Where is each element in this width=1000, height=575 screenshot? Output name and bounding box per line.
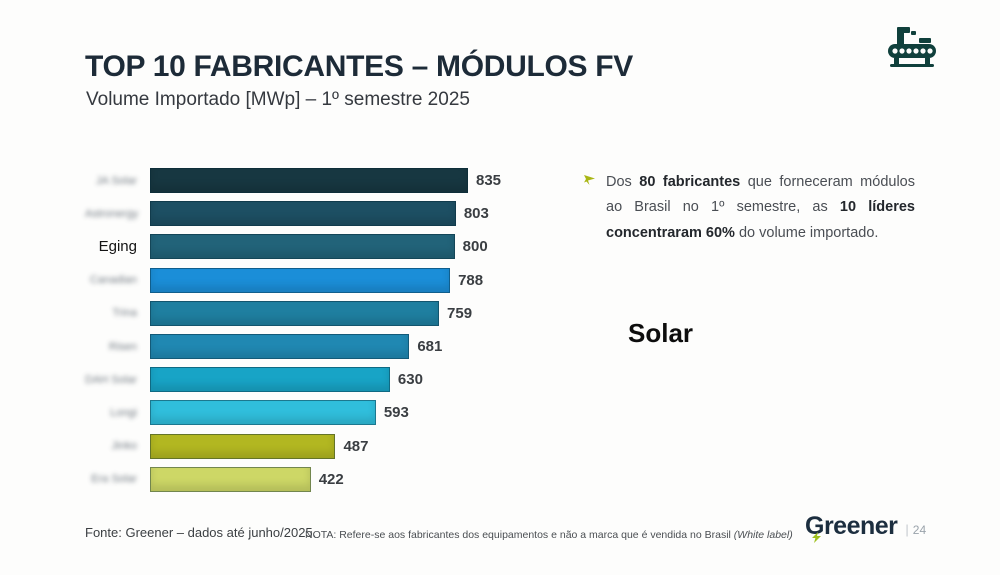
bar <box>150 234 455 260</box>
greener-logo: Greener | 24 <box>805 512 927 543</box>
bar <box>150 433 336 459</box>
bar-category-label: Jinko <box>111 440 137 453</box>
page-title: TOP 10 FABRICANTES – MÓDULOS FV <box>85 50 634 83</box>
bar-value-label: 593 <box>383 404 409 422</box>
bar <box>150 267 451 293</box>
bar-value-label: 800 <box>462 238 488 256</box>
bar-category-label: Longi <box>110 406 137 419</box>
bar <box>150 367 390 393</box>
source-text: Fonte: Greener – dados até junho/2025. <box>85 525 317 540</box>
chart-row: Longi 593 <box>85 396 665 429</box>
insight-text: Dos 80 fabricantes que forneceram módulo… <box>606 174 915 241</box>
bar-category-label: JA Solar <box>96 174 137 187</box>
bar-category-label: Trina <box>112 307 137 320</box>
logo-divider: | <box>905 522 909 537</box>
chart-row: Astronergy 803 <box>85 197 665 230</box>
bar <box>150 168 468 194</box>
bar-value-label: 835 <box>476 172 502 190</box>
chart-row: Eging 800 <box>85 230 665 263</box>
lightning-bolt-icon <box>812 521 821 550</box>
bar-category-label: DAH Solar <box>85 373 137 386</box>
bar-chart: JA Solar 835 Astronergy 803 Eging 800 Canadian… <box>85 164 665 496</box>
bar <box>150 334 410 360</box>
bar-value-label: 803 <box>463 205 489 223</box>
page-subtitle: Volume Importado [MWp] – 1º semestre 202… <box>86 89 470 110</box>
chart-row: Trina 759 <box>85 297 665 330</box>
bar-value-label: 422 <box>318 470 344 488</box>
bar <box>150 466 311 492</box>
insight-note: Dos 80 fabricantes que forneceram módulo… <box>583 170 915 246</box>
bar-category-label: Astronergy <box>85 207 139 220</box>
chart-row: Era Solar 422 <box>85 463 665 496</box>
chart-row: DAH Solar 630 <box>85 363 665 396</box>
bar-category-label: Risen <box>108 340 137 353</box>
bar <box>150 400 376 426</box>
bar-value-label: 759 <box>447 304 473 322</box>
chart-row: Canadian 788 <box>85 264 665 297</box>
bar-category-label: Canadian <box>89 274 137 287</box>
bar-value-label: 487 <box>343 437 369 455</box>
bar-chart-rows: JA Solar 835 Astronergy 803 Eging 800 Canadian… <box>85 164 665 496</box>
chart-row: Jinko 487 <box>85 430 665 463</box>
bar <box>150 201 456 227</box>
bar-value-label: 788 <box>458 271 484 289</box>
bar-value-label: 681 <box>417 338 443 356</box>
factory-conveyor-icon <box>884 22 940 73</box>
bar-category-label: Eging <box>98 238 137 256</box>
arrow-bullet-icon <box>583 173 596 246</box>
bar-value-label: 630 <box>397 371 423 389</box>
bar-category-label: Era Solar <box>91 473 137 486</box>
page-number: 24 <box>912 523 927 537</box>
watermark-text: Solar <box>628 318 694 348</box>
chart-row: Risen 681 <box>85 330 665 363</box>
chart-row: JA Solar 835 <box>85 164 665 197</box>
note-text: NOTA: Refere-se aos fabricantes dos equi… <box>305 529 793 541</box>
bar <box>150 300 440 326</box>
greener-wordmark: Greener <box>805 512 898 543</box>
